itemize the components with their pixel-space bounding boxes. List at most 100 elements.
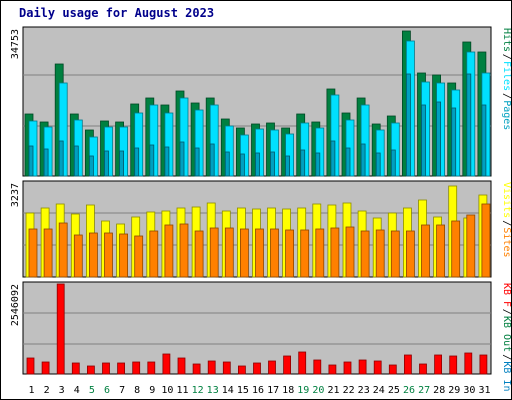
x-tick-label-22: 22 bbox=[343, 385, 355, 396]
bar-sites-day-6 bbox=[104, 232, 113, 278]
bar-sites-day-21 bbox=[330, 227, 340, 278]
x-tick-label-15: 15 bbox=[237, 385, 249, 396]
x-tick-label-1: 1 bbox=[28, 385, 34, 396]
bar-sites-day-7 bbox=[119, 233, 128, 278]
bar-sites-day-18 bbox=[285, 229, 295, 278]
bar-kbf-day-4 bbox=[71, 362, 80, 375]
bar-pages-day-30 bbox=[466, 73, 472, 177]
x-tick-label-16: 16 bbox=[252, 385, 264, 396]
bar-kbf-day-25 bbox=[388, 364, 397, 375]
bar-kbf-day-22 bbox=[343, 361, 352, 375]
bar-sites-day-20 bbox=[315, 228, 325, 278]
panel-visits_sites-ymax-label: 3237 bbox=[10, 183, 21, 207]
bar-kbf-day-28 bbox=[434, 354, 443, 375]
bar-kbf-day-20 bbox=[313, 359, 322, 375]
bar-sites-day-17 bbox=[270, 228, 279, 278]
x-tick-label-5: 5 bbox=[89, 385, 95, 396]
panel-visits_sites-legend-0: Visits bbox=[501, 182, 512, 218]
bar-pages-day-29 bbox=[451, 107, 457, 177]
x-tick-label-13: 13 bbox=[207, 385, 219, 396]
bar-pages-day-9 bbox=[149, 144, 155, 177]
bar-kbf-day-31 bbox=[479, 354, 488, 375]
bar-kbf-day-29 bbox=[449, 355, 458, 375]
bar-sites-day-14 bbox=[224, 227, 234, 278]
bar-sites-day-22 bbox=[345, 226, 355, 278]
x-tick-label-18: 18 bbox=[282, 385, 294, 396]
bar-kbf-day-7 bbox=[117, 362, 125, 375]
bar-pages-day-15 bbox=[239, 153, 245, 177]
bar-pages-day-3 bbox=[58, 140, 64, 177]
bar-kbf-day-19 bbox=[298, 351, 307, 375]
panel-kbytes-legend-3: / bbox=[501, 354, 512, 360]
x-tick-label-14: 14 bbox=[222, 385, 234, 396]
bar-sites-day-26 bbox=[405, 230, 415, 278]
bar-sites-day-3 bbox=[58, 222, 68, 278]
bar-pages-day-24 bbox=[375, 152, 381, 177]
x-tick-label-31: 31 bbox=[478, 385, 490, 396]
bar-kbf-day-8 bbox=[132, 361, 141, 375]
panel-hits_files_pages-legend-3: / bbox=[501, 93, 512, 99]
bar-kbf-day-9 bbox=[147, 361, 156, 375]
bar-pages-day-8 bbox=[134, 147, 140, 177]
bar-kbf-day-17 bbox=[268, 360, 276, 375]
bar-sites-day-28 bbox=[436, 224, 446, 278]
bar-kbf-day-30 bbox=[464, 352, 473, 375]
bar-sites-day-9 bbox=[149, 230, 159, 278]
bar-pages-day-2 bbox=[43, 148, 49, 177]
bar-sites-day-11 bbox=[179, 223, 189, 278]
x-tick-label-11: 11 bbox=[176, 385, 188, 396]
bar-kbf-day-1 bbox=[26, 357, 35, 375]
bar-kbf-day-6 bbox=[102, 362, 110, 375]
bar-sites-day-15 bbox=[239, 228, 249, 278]
bar-pages-day-6 bbox=[104, 150, 109, 177]
bar-kbf-day-27 bbox=[419, 363, 427, 375]
bar-pages-day-31 bbox=[481, 104, 487, 177]
bar-sites-day-31 bbox=[481, 203, 491, 278]
x-tick-label-19: 19 bbox=[297, 385, 309, 396]
x-tick-label-27: 27 bbox=[418, 385, 430, 396]
x-tick-label-21: 21 bbox=[327, 385, 339, 396]
bar-pages-day-27 bbox=[421, 104, 426, 177]
bar-pages-day-25 bbox=[390, 149, 396, 177]
x-tick-label-9: 9 bbox=[149, 385, 155, 396]
bar-sites-day-12 bbox=[194, 230, 204, 278]
bar-pages-day-26 bbox=[405, 73, 411, 177]
bar-pages-day-14 bbox=[224, 151, 230, 177]
panel-hits_files_pages-legend-4: Pages bbox=[501, 100, 512, 130]
bar-sites-day-29 bbox=[451, 220, 461, 278]
panel-hits_files_pages-ymax-label: 34753 bbox=[10, 29, 21, 59]
x-tick-label-17: 17 bbox=[267, 385, 279, 396]
panel-kbytes-legend-1: / bbox=[501, 309, 512, 315]
bar-pages-day-18 bbox=[285, 155, 291, 177]
bar-pages-day-23 bbox=[360, 143, 366, 177]
bar-sites-day-24 bbox=[375, 229, 385, 278]
bar-pages-day-4 bbox=[73, 145, 79, 177]
bar-pages-day-1 bbox=[28, 145, 34, 177]
chart-title: Daily usage for August 2023 bbox=[19, 6, 214, 20]
x-tick-label-23: 23 bbox=[358, 385, 370, 396]
x-tick-label-30: 30 bbox=[463, 385, 475, 396]
bar-pages-day-11 bbox=[179, 141, 185, 177]
bar-sites-day-23 bbox=[360, 230, 370, 278]
bar-kbf-day-16 bbox=[253, 362, 261, 375]
panel-kbytes-legend-0: KB F bbox=[501, 283, 512, 307]
x-tick-label-12: 12 bbox=[192, 385, 204, 396]
panel-hits_files_pages-legend-1: / bbox=[501, 54, 512, 60]
bar-kbf-day-26 bbox=[403, 354, 412, 375]
bar-sites-day-5 bbox=[89, 232, 98, 278]
bar-kbf-day-15 bbox=[237, 365, 246, 375]
x-tick-label-6: 6 bbox=[104, 385, 110, 396]
x-tick-label-10: 10 bbox=[161, 385, 173, 396]
bar-kbf-day-14 bbox=[222, 361, 231, 375]
bar-pages-day-12 bbox=[194, 147, 200, 177]
bar-sites-day-13 bbox=[209, 227, 219, 278]
bar-pages-day-17 bbox=[270, 151, 275, 177]
x-tick-label-29: 29 bbox=[448, 385, 460, 396]
bar-kbf-day-24 bbox=[373, 360, 382, 375]
bar-sites-day-16 bbox=[255, 228, 264, 278]
bar-kbf-day-18 bbox=[283, 355, 292, 375]
bar-pages-day-20 bbox=[315, 152, 321, 177]
bar-sites-day-19 bbox=[300, 229, 310, 278]
bar-kbf-day-3 bbox=[56, 283, 65, 375]
